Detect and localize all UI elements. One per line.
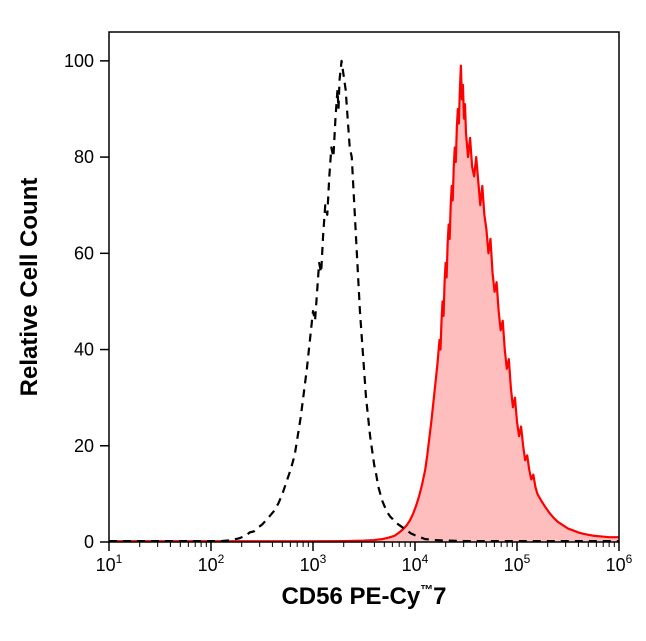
flow-cytometry-histogram: 101102103104105106CD56 PE-Cy™70204060801…	[0, 0, 646, 641]
svg-text:40: 40	[74, 340, 94, 360]
svg-text:Relative Cell Count: Relative Cell Count	[16, 178, 43, 397]
svg-text:20: 20	[74, 436, 94, 456]
svg-text:60: 60	[74, 243, 94, 263]
svg-text:80: 80	[74, 147, 94, 167]
svg-text:0: 0	[84, 532, 94, 552]
svg-text:100: 100	[64, 51, 94, 71]
chart-svg: 101102103104105106CD56 PE-Cy™70204060801…	[0, 0, 646, 641]
